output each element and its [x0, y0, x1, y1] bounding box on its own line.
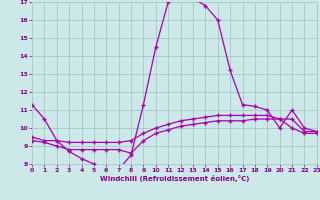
X-axis label: Windchill (Refroidissement éolien,°C): Windchill (Refroidissement éolien,°C) [100, 175, 249, 182]
